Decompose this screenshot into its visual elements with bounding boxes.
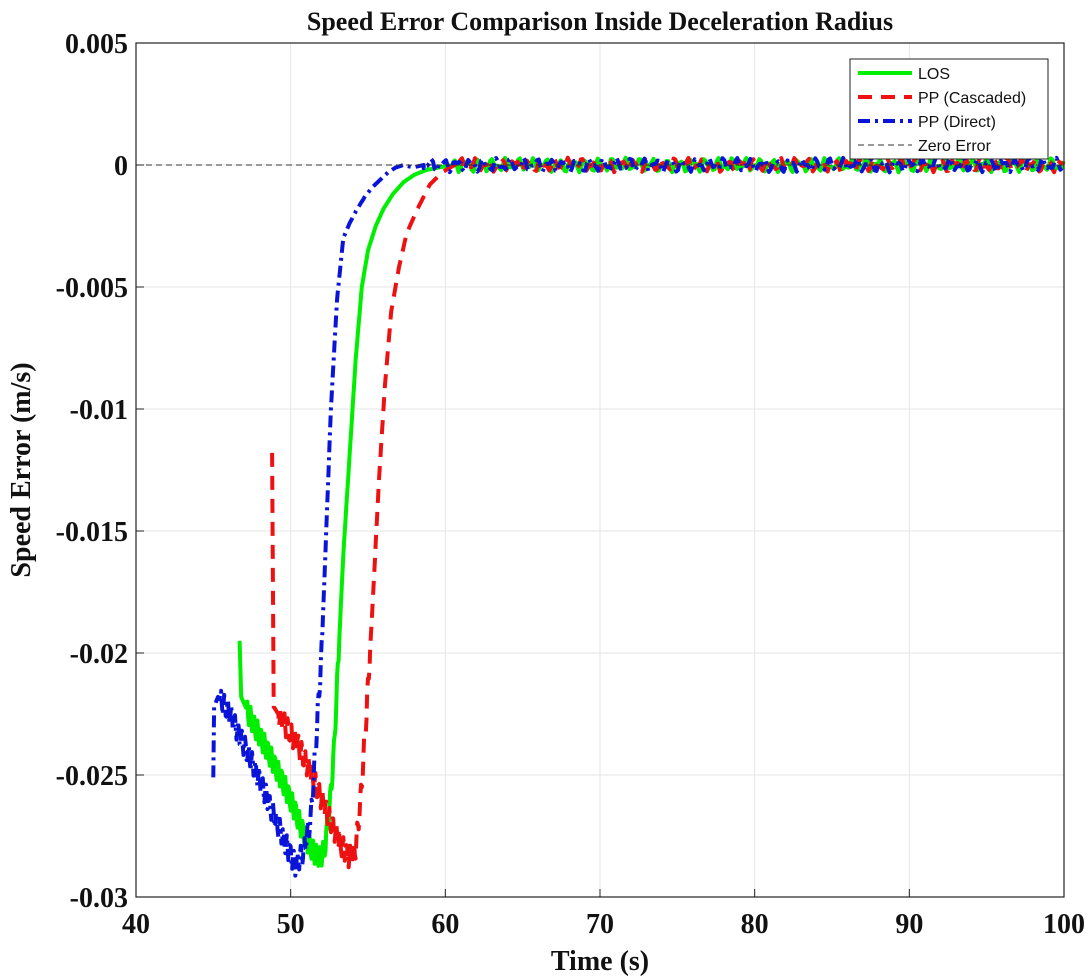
legend-label: Zero Error: [918, 138, 992, 155]
chart-title: Speed Error Comparison Inside Decelerati…: [307, 7, 893, 36]
y-tick-label: 0.005: [65, 29, 128, 60]
series-line-pp-direct: [211, 155, 1064, 878]
legend: LOS PP (Cascaded) PP (Direct) Zero Error: [849, 58, 1049, 160]
x-tick-label: 70: [586, 909, 614, 940]
legend-label: PP (Cascaded): [918, 90, 1026, 107]
y-tick-label: -0.005: [56, 273, 128, 304]
x-tick-label: 40: [122, 909, 150, 940]
y-tick-label: -0.03: [70, 883, 128, 914]
x-tick-label: 90: [895, 909, 923, 940]
x-tick-label: 60: [431, 909, 459, 940]
legend-box: [849, 58, 1049, 160]
y-tick-label: -0.02: [70, 639, 128, 670]
y-tick-label: -0.01: [70, 395, 128, 426]
y-tick-label: 0: [114, 151, 128, 182]
ticks: 40 50 60 70 80 90 100 0.005 0 -0.005 -0.01 -0.015 -0…: [56, 29, 1085, 940]
y-tick-label: -0.015: [56, 517, 128, 548]
x-tick-label: 80: [741, 909, 769, 940]
x-axis-label: Time (s): [551, 946, 649, 977]
y-axis-label: Speed Error (m/s): [6, 362, 37, 577]
x-tick-label: 50: [277, 909, 305, 940]
legend-label: LOS: [918, 66, 950, 83]
x-tick-label: 100: [1043, 909, 1085, 940]
series-layer: [136, 155, 1066, 878]
legend-label: PP (Direct): [918, 114, 996, 131]
y-tick-label: -0.025: [56, 761, 128, 792]
